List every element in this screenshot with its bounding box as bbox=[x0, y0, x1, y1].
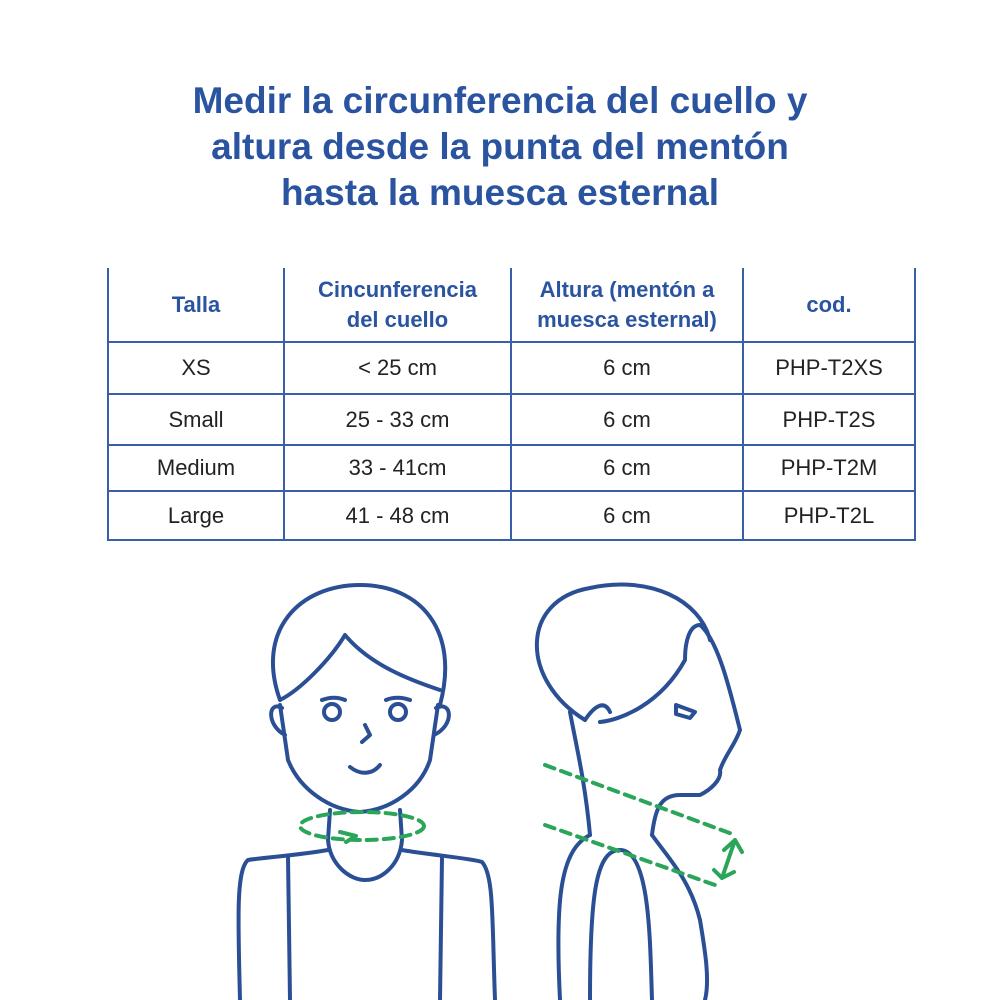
cell-height: 6 cm bbox=[510, 341, 744, 395]
cell-code: PHP-T2S bbox=[742, 393, 916, 446]
cell-code: PHP-T2L bbox=[742, 490, 916, 541]
front-figure-illustration bbox=[236, 583, 497, 1000]
side-figure-illustration bbox=[534, 582, 742, 1000]
title-line: Medir la circunferencia del cuello y bbox=[192, 80, 808, 121]
cell-circumference: < 25 cm bbox=[283, 341, 512, 395]
measurement-illustration bbox=[236, 582, 744, 1000]
table-row: Small 25 - 33 cm 6 cm PHP-T2S bbox=[107, 393, 916, 446]
sternal-guide-line bbox=[543, 823, 717, 887]
chin-guide-line bbox=[543, 763, 737, 837]
title-line: hasta la muesca esternal bbox=[280, 172, 720, 213]
header-cod: cod. bbox=[742, 268, 916, 343]
table-row: XS < 25 cm 6 cm PHP-T2XS bbox=[107, 341, 916, 395]
cell-size: Medium bbox=[107, 444, 285, 492]
header-altura: Altura (mentón a muesca esternal) bbox=[510, 268, 744, 343]
cell-size: Large bbox=[107, 490, 285, 541]
cell-code: PHP-T2M bbox=[742, 444, 916, 492]
neck-circumference-guide bbox=[298, 810, 426, 842]
cell-circumference: 33 - 41cm bbox=[283, 444, 512, 492]
height-arrow-icon bbox=[720, 838, 737, 880]
table-header-row: Talla Cincunferencia del cuello Altura (m… bbox=[107, 268, 916, 343]
header-circunferencia: Cincunferencia del cuello bbox=[283, 268, 512, 343]
title-line: altura desde la punta del mentón bbox=[211, 126, 789, 167]
cell-height: 6 cm bbox=[510, 444, 744, 492]
table-row: Large 41 - 48 cm 6 cm PHP-T2L bbox=[107, 490, 916, 541]
cell-code: PHP-T2XS bbox=[742, 341, 916, 395]
size-table: Talla Cincunferencia del cuello Altura (m… bbox=[107, 268, 916, 541]
cell-circumference: 25 - 33 cm bbox=[283, 393, 512, 446]
arrow-icon bbox=[338, 830, 358, 844]
header-talla: Talla bbox=[107, 268, 285, 343]
table-row: Medium 33 - 41cm 6 cm PHP-T2M bbox=[107, 444, 916, 492]
measurement-guides bbox=[298, 763, 737, 887]
cell-height: 6 cm bbox=[510, 393, 744, 446]
cell-size: Small bbox=[107, 393, 285, 446]
cell-height: 6 cm bbox=[510, 490, 744, 541]
cell-size: XS bbox=[107, 341, 285, 395]
page-title: Medir la circunferencia del cuello y alt… bbox=[0, 78, 1000, 216]
cell-circumference: 41 - 48 cm bbox=[283, 490, 512, 541]
